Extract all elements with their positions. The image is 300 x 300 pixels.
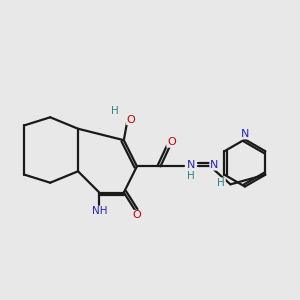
Text: N: N [187, 160, 195, 170]
Text: H: H [111, 106, 119, 116]
Text: O: O [127, 115, 135, 124]
Text: O: O [133, 210, 141, 220]
Text: NH: NH [92, 206, 108, 216]
Text: N: N [241, 129, 249, 139]
Text: O: O [167, 137, 176, 147]
Text: N: N [210, 160, 218, 170]
Text: H: H [187, 171, 195, 181]
Text: H: H [218, 178, 225, 188]
